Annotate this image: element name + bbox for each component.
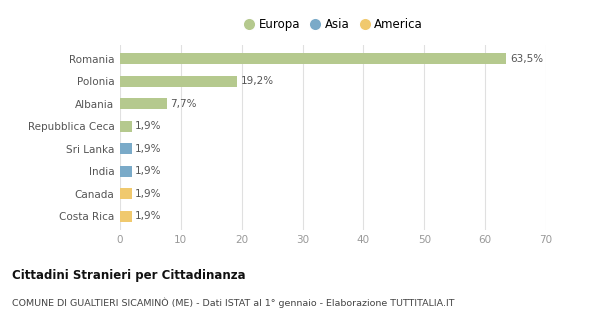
Bar [120,98,167,109]
Bar [120,53,506,65]
Text: 63,5%: 63,5% [510,54,543,64]
Bar [120,143,131,155]
Bar [120,121,131,132]
Text: Cittadini Stranieri per Cittadinanza: Cittadini Stranieri per Cittadinanza [12,269,245,282]
Bar [120,211,131,222]
Text: 19,2%: 19,2% [241,76,274,86]
Text: 1,9%: 1,9% [135,144,162,154]
Text: 7,7%: 7,7% [170,99,197,109]
Legend: Europa, Asia, America: Europa, Asia, America [238,13,428,36]
Text: 1,9%: 1,9% [135,189,162,199]
Bar [120,188,131,199]
Text: COMUNE DI GUALTIERI SICAMINÒ (ME) - Dati ISTAT al 1° gennaio - Elaborazione TUTT: COMUNE DI GUALTIERI SICAMINÒ (ME) - Dati… [12,298,455,308]
Text: 1,9%: 1,9% [135,166,162,176]
Text: 1,9%: 1,9% [135,211,162,221]
Bar [120,76,237,87]
Bar [120,166,131,177]
Text: 1,9%: 1,9% [135,121,162,131]
